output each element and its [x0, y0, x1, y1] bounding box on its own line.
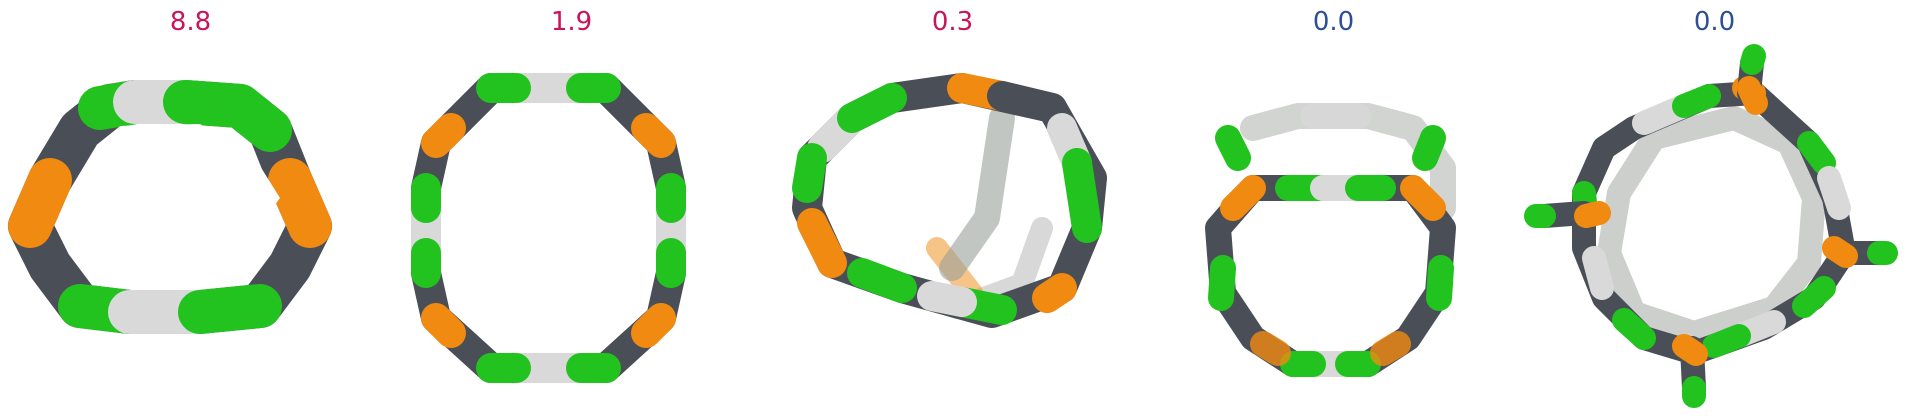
- ring-structure-5: [1524, 44, 1898, 408]
- ring-structure-2: [411, 73, 686, 383]
- ring-structure-1: [8, 80, 332, 334]
- energy-value-5: 0.0: [1693, 7, 1736, 37]
- molecule-panel-5: 0.0: [1524, 0, 1905, 416]
- energy-value-2: 1.9: [550, 7, 593, 37]
- molecule-panel-2: 1.9: [381, 0, 762, 416]
- molecule-panel-4: 0.0: [1143, 0, 1524, 416]
- energy-value-4: 0.0: [1312, 7, 1355, 37]
- ring-structure-3: [792, 73, 1107, 328]
- energy-value-1: 8.8: [169, 7, 212, 37]
- ring-structure-4: [1205, 103, 1456, 377]
- molecule-panel-3: 0.3: [762, 0, 1143, 416]
- molecule-panel-1: 8.8: [0, 0, 381, 416]
- energy-value-3: 0.3: [931, 7, 974, 37]
